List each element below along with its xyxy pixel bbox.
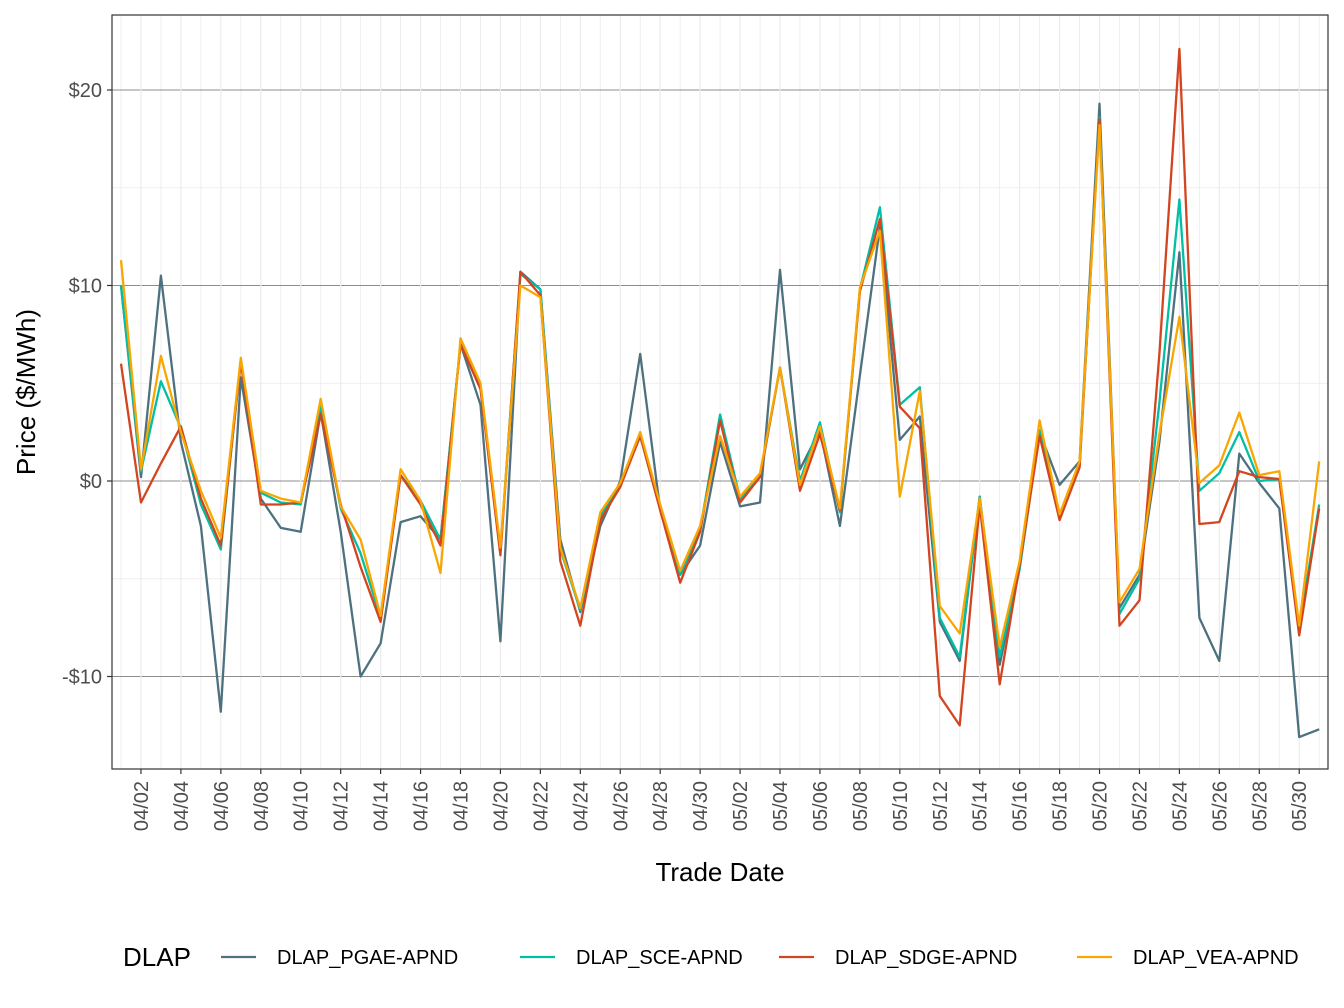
x-tick-label: 04/04 — [171, 781, 193, 831]
x-tick-label: 05/28 — [1249, 781, 1271, 831]
x-tick-label: 04/26 — [610, 781, 632, 831]
x-tick-label: 04/02 — [131, 781, 153, 831]
x-tick-label: 04/18 — [450, 781, 472, 831]
x-tick-label: 05/12 — [930, 781, 952, 831]
legend-title: DLAP — [123, 942, 191, 972]
x-tick-label: 04/14 — [371, 781, 393, 831]
x-tick-label: 05/06 — [810, 781, 832, 831]
x-tick-label: 05/18 — [1050, 781, 1072, 831]
x-tick-label: 05/08 — [850, 781, 872, 831]
x-tick-label: 05/22 — [1129, 781, 1151, 831]
x-tick-label: 04/12 — [331, 781, 353, 831]
series-lines — [119, 47, 1321, 739]
legend-label: DLAP_SDGE-APND — [835, 947, 1017, 969]
x-tick-label: 04/28 — [650, 781, 672, 831]
x-axis-title: Trade Date — [655, 857, 784, 887]
x-tick-label: 05/14 — [970, 781, 992, 831]
x-tick-label: 04/30 — [690, 781, 712, 831]
x-tick-label: 04/16 — [411, 781, 433, 831]
y-axis-title: Price ($/MWh) — [11, 309, 41, 475]
series-line-dlap_vea-apnd — [119, 124, 1321, 649]
y-tick-label: $20 — [69, 80, 102, 102]
x-tick-label: 05/20 — [1090, 781, 1112, 831]
series-line-dlap_sdge-apnd — [119, 47, 1321, 727]
x-tick-label: 05/10 — [890, 781, 912, 831]
x-tick-label: 05/30 — [1289, 781, 1311, 831]
x-tick-label: 04/08 — [251, 781, 273, 831]
x-tick-label: 05/02 — [730, 781, 752, 831]
y-tick-label: -$10 — [62, 667, 102, 689]
x-tick-label: 04/10 — [291, 781, 313, 831]
x-tick-label: 05/26 — [1209, 781, 1231, 831]
y-tick-label: $10 — [69, 276, 102, 298]
x-tick-label: 04/22 — [530, 781, 552, 831]
x-tick-label: 04/24 — [570, 781, 592, 831]
legend-label: DLAP_VEA-APND — [1133, 947, 1299, 969]
panel-border — [111, 14, 1329, 770]
x-tick-label: 05/04 — [770, 781, 792, 831]
legend-label: DLAP_PGAE-APND — [277, 947, 458, 969]
y-tick-label: $0 — [80, 471, 102, 493]
legend-label: DLAP_SCE-APND — [576, 947, 743, 969]
x-tick-label: 04/20 — [490, 781, 512, 831]
x-tick-label: 05/16 — [1010, 781, 1032, 831]
y-axis: -$10 $0 $10 $20 — [62, 80, 112, 689]
x-axis: 04/02 04/04 04/06 04/08 04/10 04/12 04/14 04/16… — [131, 769, 1311, 831]
legend: DLAP DLAP_PGAE-APND DLAP_SCE-APND DLAP_SDG… — [123, 942, 1299, 972]
grid-major — [112, 15, 1328, 769]
x-tick-label: 05/24 — [1169, 781, 1191, 831]
x-tick-label: 04/06 — [211, 781, 233, 831]
